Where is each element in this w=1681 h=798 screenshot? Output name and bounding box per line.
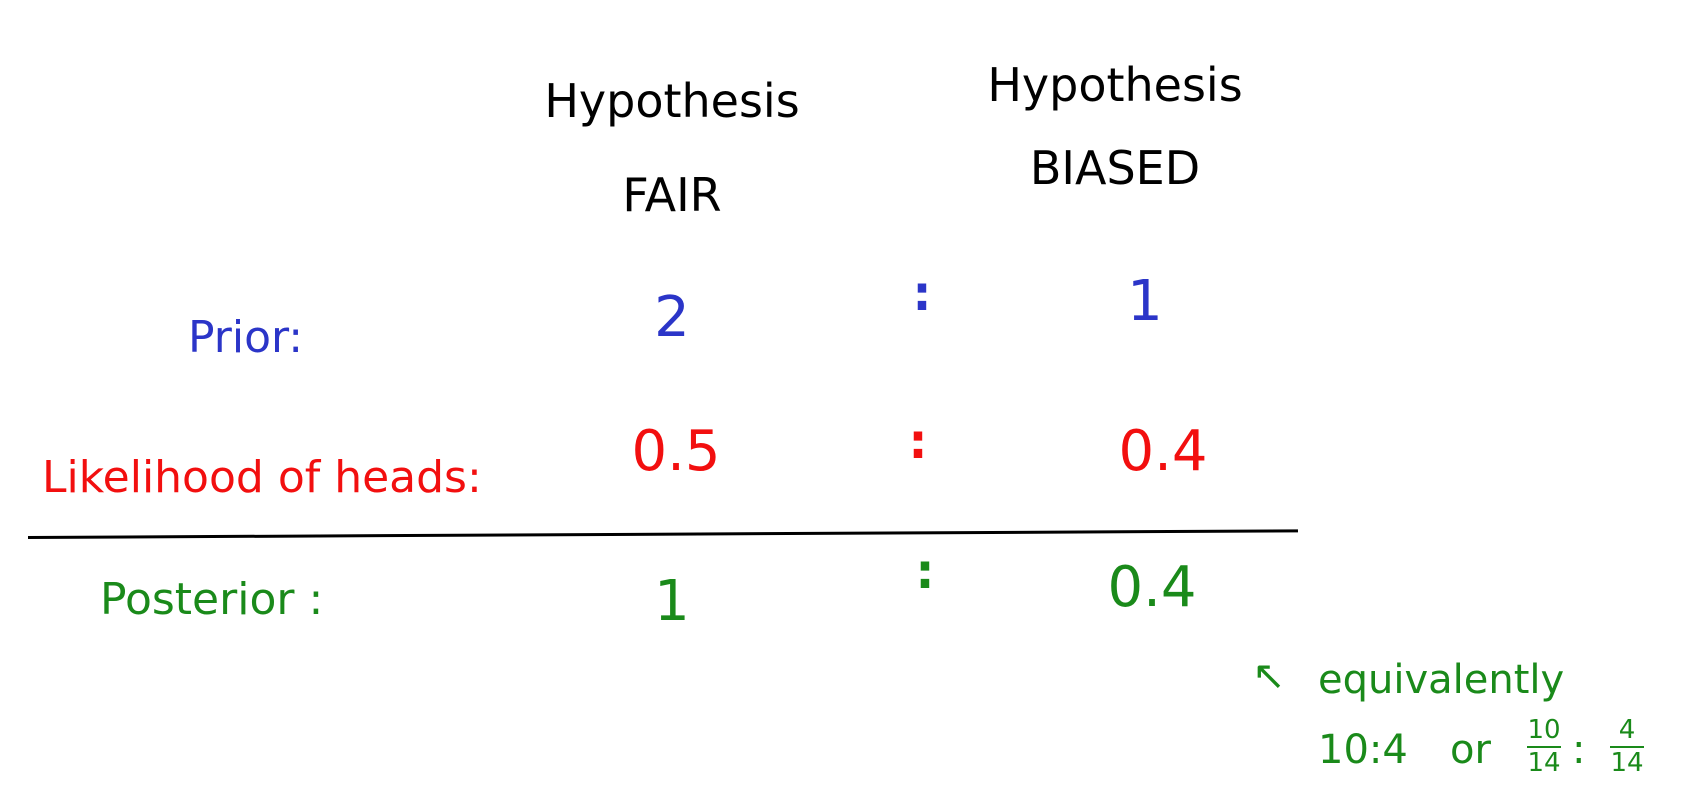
likelihood-biased-value: 0.4 xyxy=(1118,419,1208,484)
up-left-arrow-icon: ↖ xyxy=(1252,653,1286,699)
fraction-separator: : xyxy=(1572,727,1586,773)
equivalently-note: equivalently xyxy=(1318,657,1565,703)
fraction-fair-denominator: 14 xyxy=(1527,748,1561,779)
posterior-separator: : xyxy=(915,544,935,600)
fraction-biased-numerator: 4 xyxy=(1618,715,1636,745)
prior-fair-value: 2 xyxy=(654,285,690,350)
header-fair-line2: FAIR xyxy=(622,168,722,222)
prior-separator: : xyxy=(912,266,932,322)
likelihood-label: Likelihood of heads: xyxy=(42,452,482,503)
equivalent-ratio: 10:4 xyxy=(1318,727,1408,773)
fraction-fair-numerator: 10 xyxy=(1527,715,1561,745)
fraction-biased-bar xyxy=(1610,746,1644,749)
prior-biased-value: 1 xyxy=(1127,269,1163,334)
likelihood-separator: : xyxy=(908,414,928,470)
product-divider-line xyxy=(27,529,1298,539)
prior-label: Prior: xyxy=(188,312,304,363)
likelihood-fair-value: 0.5 xyxy=(631,419,721,484)
header-biased-line2: BIASED xyxy=(1029,141,1201,195)
or-text: or xyxy=(1450,727,1491,773)
posterior-label: Posterior : xyxy=(100,574,324,625)
header-biased-line1: Hypothesis xyxy=(987,58,1243,112)
fraction-fair-bar xyxy=(1527,746,1561,749)
header-fair-line1: Hypothesis xyxy=(544,74,800,128)
posterior-biased-value: 0.4 xyxy=(1107,555,1197,620)
fraction-biased-denominator: 14 xyxy=(1610,748,1644,779)
fraction-fair: 10 14 xyxy=(1527,715,1561,779)
posterior-fair-value: 1 xyxy=(654,569,690,634)
fraction-biased: 4 14 xyxy=(1610,715,1644,779)
